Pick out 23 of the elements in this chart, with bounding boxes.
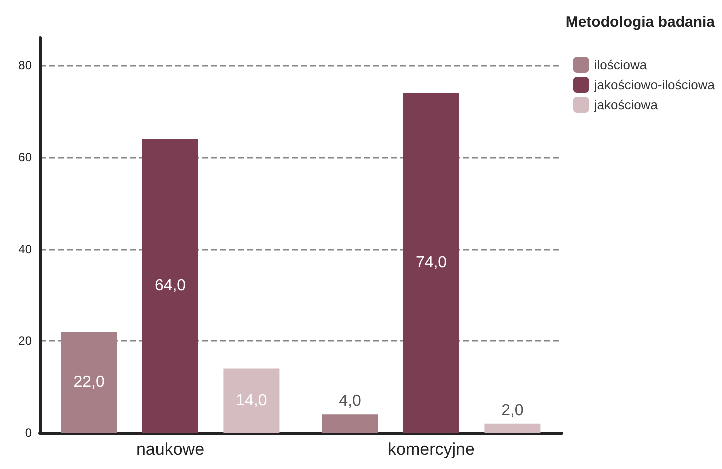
bar: [484, 424, 541, 433]
data-label: 22,0: [74, 374, 105, 391]
bar: [61, 332, 118, 433]
y-tick-label: 20: [18, 334, 32, 348]
y-tick-label: 40: [18, 242, 32, 256]
x-tick-label: komercyjne: [388, 440, 475, 459]
legend-label: jakościowa: [593, 98, 659, 112]
data-label: 74,0: [416, 254, 448, 272]
legend-title: Metodologia badania: [566, 14, 716, 31]
legend-label: jakościowo-ilościowa: [593, 78, 716, 92]
x-tick-label: naukowe: [136, 440, 205, 459]
data-label: 14,0: [236, 392, 268, 410]
bar: [224, 368, 280, 433]
y-tick-label: 80: [18, 58, 32, 73]
bar: [322, 414, 378, 433]
legend-label: ilościowa: [594, 58, 648, 72]
data-label: 64,0: [154, 278, 186, 295]
y-tick-label: 0: [25, 426, 32, 440]
y-tick-label: 60: [18, 150, 32, 164]
bar: [404, 93, 460, 433]
data-label: 2,0: [502, 402, 524, 420]
bar: [142, 139, 198, 433]
data-label: 4,0: [339, 393, 362, 410]
